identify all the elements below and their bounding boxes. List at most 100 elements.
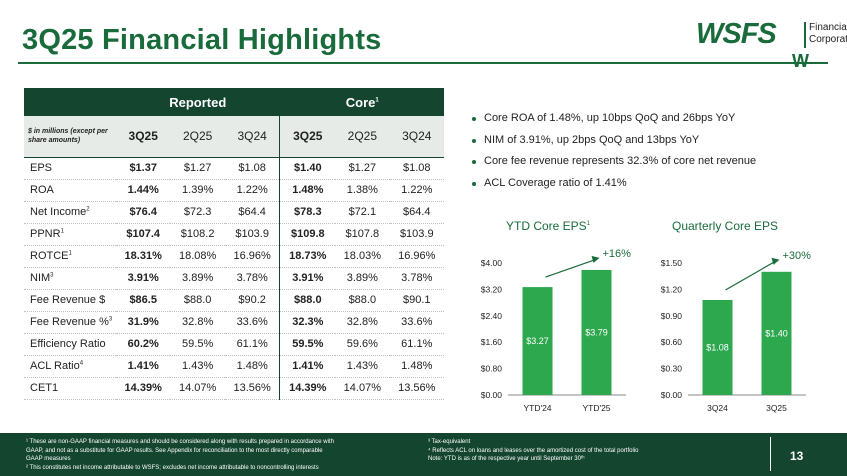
table-corner [24,88,116,116]
row-label-text: Fee Revenue $ [30,294,106,306]
table-cell: 1.48% [279,179,336,202]
page-title: 3Q25 Financial Highlights [22,24,382,56]
table-cell: $78.3 [279,201,336,224]
financial-highlights-table: Reported Core1 $ in millions (except per… [24,88,444,400]
y-tick-label: $1.20 [661,284,683,294]
table-group-header: Reported Core1 [24,88,444,116]
column-header: 2Q25 [335,116,390,158]
footnote: Note: YTD is as of the respective year u… [428,456,585,462]
row-label: EPS [24,157,116,180]
x-tick-label: YTD'25 [582,403,610,413]
table-cell: 3.89% [170,267,225,290]
table-cell: 33.6% [224,311,280,334]
column-header: 3Q25 [116,116,171,158]
row-label-footnote: 4 [79,360,84,367]
table-cell: 18.31% [116,245,171,268]
y-tick-label: $3.20 [481,284,503,294]
growth-arrow-head [591,255,600,263]
table-cell: 32.8% [170,311,225,334]
row-label: Fee Revenue $ [24,289,116,312]
table-cell: $107.8 [335,223,390,246]
table-cell: $72.1 [335,201,390,224]
row-label: ACL Ratio4 [24,355,116,378]
table-row: Net Income2 $76.4 $72.3 $64.4 $78.3 $72.1 $64.… [24,201,444,224]
footnote: GAAP measures [26,456,71,462]
row-label-footnote: 3 [108,316,113,323]
group-core: Core1 [279,88,444,116]
row-label-text: ROTCE [30,250,69,262]
title-divider [18,62,828,64]
footnote: ³ Tax-equivalent [428,439,471,445]
table-cell: 3.78% [224,267,280,290]
logo-mark: W [792,51,809,71]
table-cell: 1.43% [170,355,225,378]
y-tick-label: $0.80 [481,364,503,374]
group-core-footnote: 1 [375,97,379,104]
table-cell: 1.43% [335,355,390,378]
bar-value-label: $1.08 [706,342,729,352]
table-cell: 1.48% [224,355,280,378]
table-row: NIM3 3.91% 3.89% 3.78% 3.91% 3.89% 3.78% [24,267,444,290]
table-cell: 1.22% [224,179,280,202]
logo-subtitle: Financial Corporation [809,22,847,46]
bar-value-label: $1.40 [765,328,788,338]
ytd-eps-chart: $0.00 $0.80 $1.60 $2.40 $3.20 $4.00 $3.27 YTD'2… [481,248,631,413]
table-cell: $76.4 [116,201,171,224]
table-cell: 14.39% [279,377,336,400]
table-row: ROA 1.44% 1.39% 1.22% 1.48% 1.38% 1.22% [24,179,444,202]
table-cell: $88.0 [279,289,336,312]
table-cell: $108.2 [170,223,225,246]
logo-subtitle-line2: Corporation [809,34,847,45]
y-tick-label: $0.00 [481,390,503,400]
table-row: CET1 14.39% 14.07% 13.56% 14.39% 14.07% 13.56% [24,377,444,400]
row-label: ROA [24,179,116,202]
quarterly-eps-chart: $0.00 $0.30 $0.60 $0.90 $1.20 $1.50 $1.08 3Q24 $… [661,250,812,413]
table-cell: $1.27 [335,157,390,180]
row-label-text: EPS [30,162,53,174]
footer-bar [0,433,847,476]
row-label-footnote: 2 [86,206,90,213]
table-cell: 13.56% [224,377,280,400]
row-label-text: ACL Ratio [30,360,80,372]
group-core-label: Core [345,94,376,110]
growth-annotation: +30% [783,250,812,262]
footnote: ⁴ Reflects ACL on loans and leases over … [428,447,639,454]
row-label: ROTCE1 [24,245,116,268]
column-header: 3Q25 [279,116,336,158]
row-label-text: Fee Revenue % [30,316,109,328]
x-tick-label: YTD'24 [523,403,551,413]
ytd-chart-title-footnote: 1 [586,221,591,227]
x-tick-label: 3Q25 [766,403,787,413]
column-header: 3Q24 [389,116,444,158]
table-cell: 1.48% [389,355,444,378]
table-cell: $1.37 [116,157,171,180]
row-label-text: PPNR [30,228,61,240]
x-tick-label: 3Q24 [707,403,728,413]
logo-divider [804,22,806,48]
row-label-footnote: 1 [68,250,72,257]
table-row: Fee Revenue %3 31.9% 32.8% 33.6% 32.3% 32.8% 3… [24,311,444,334]
highlight-bullet: ACL Coverage ratio of 1.41% [470,177,830,199]
page-number: 13 [790,449,804,463]
table-cell: $88.0 [170,289,225,312]
company-logo: WSFS Financial Corporation W [696,18,847,74]
table-cell: 18.08% [170,245,225,268]
bar [522,287,553,395]
table-cell: $64.4 [389,201,444,224]
table-cell: 61.1% [389,333,444,356]
table-cell: 31.9% [116,311,171,334]
table-cell: 16.96% [389,245,444,268]
table-cell: $86.5 [116,289,171,312]
row-label-text: CET1 [30,382,59,394]
table-cell: $88.0 [335,289,390,312]
table-cell: $1.08 [389,157,444,180]
table-cell: 3.91% [116,267,171,290]
highlight-bullet: Core fee revenue represents 32.3% of cor… [470,155,830,177]
table-cell: 59.5% [170,333,225,356]
table-cell: $90.2 [224,289,280,312]
growth-arrow [545,259,595,278]
y-tick-label: $1.50 [661,258,683,268]
table-cell: 14.39% [116,377,171,400]
footnotes-left: ¹ These are non-GAAP financial measures … [26,438,426,472]
table-cell: 1.38% [335,179,390,202]
